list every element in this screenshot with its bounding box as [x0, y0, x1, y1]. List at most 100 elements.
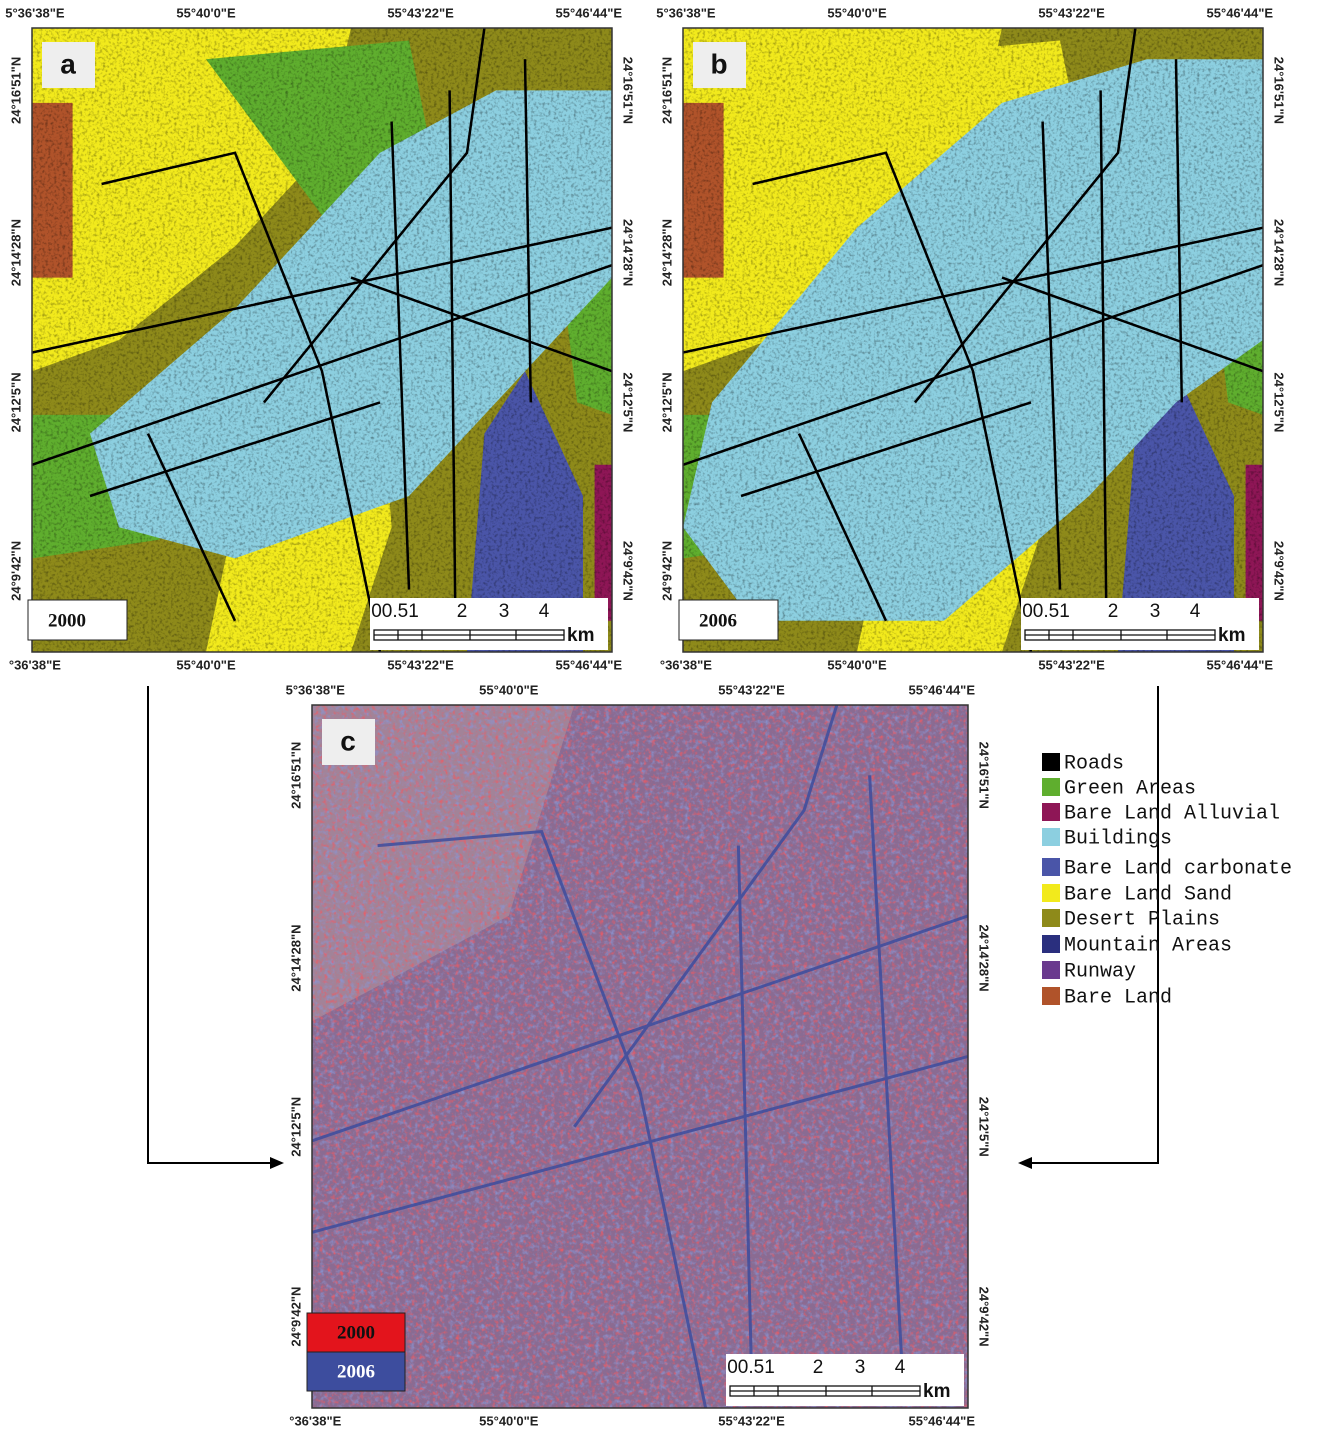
longitude-label: 55°40'0"E: [176, 5, 236, 20]
longitude-label: 5°36'38"E: [656, 5, 716, 20]
legend-swatch: [1042, 778, 1060, 796]
panel-letter: a: [60, 48, 76, 79]
scale-label: 3: [1150, 601, 1161, 622]
legend-swatch: [1042, 909, 1060, 927]
longitude-label: 55°40'0"E: [827, 5, 887, 20]
legend-swatch: [1042, 884, 1060, 902]
scale-label: 2: [813, 1357, 824, 1378]
legend-swatch: [1042, 753, 1060, 771]
latitude-label: 24°16'51"N: [1272, 57, 1287, 124]
longitude-label: 5°36'38"E: [286, 682, 346, 697]
legend-label: Desert Plains: [1064, 908, 1220, 931]
scale-label: 3: [499, 601, 510, 622]
longitude-label: 55°43'22"E: [387, 657, 454, 672]
latitude-label: 24°12'5"N: [288, 1097, 303, 1157]
legend-swatch: [1042, 858, 1060, 876]
latitude-label: 24°14'28"N: [288, 924, 303, 991]
latitude-label: 24°9'42"N: [659, 541, 674, 601]
scale-unit: km: [567, 625, 594, 646]
map-panel: 5°36'38"E 55°40'0"E 55°43'22"E 55°46'44"E °3…: [5, 5, 635, 672]
arrow-head: [1018, 1157, 1032, 1169]
figure: 5°36'38"E 55°40'0"E 55°43'22"E 55°46'44"E °3…: [0, 0, 1338, 1435]
longitude-label: 55°43'22"E: [1038, 5, 1105, 20]
latitude-label: 24°9'42"N: [288, 1287, 303, 1347]
longitude-label: 55°43'22"E: [718, 1413, 785, 1428]
legend-label: Bare Land Alluvial: [1064, 802, 1280, 825]
longitude-label: 55°46'44"E: [1207, 657, 1274, 672]
change-2000: [312, 705, 968, 1408]
latitude-label: 24°9'42"N: [1272, 541, 1287, 601]
longitude-label: 55°40'0"E: [827, 657, 887, 672]
latitude-label: 24°12'5"N: [1272, 372, 1287, 432]
overlay-label: 2006: [337, 1361, 375, 1382]
longitude-label: °36'38"E: [9, 657, 61, 672]
legend-label: Runway: [1064, 960, 1136, 983]
longitude-label: 55°40'0"E: [176, 657, 236, 672]
legend-swatch: [1042, 935, 1060, 953]
legend-label: Mountain Areas: [1064, 934, 1232, 957]
longitude-label: 5°36'38"E: [5, 5, 65, 20]
legend-label: Bare Land: [1064, 986, 1172, 1009]
year-label: 2000: [48, 610, 86, 631]
latitude-label: 24°14'28"N: [1272, 219, 1287, 286]
longitude-label: 55°40'0"E: [479, 682, 539, 697]
legend-swatch: [1042, 961, 1060, 979]
latitude-label: 24°12'5"N: [977, 1097, 992, 1157]
map-image: [32, 28, 612, 652]
longitude-label: 55°40'0"E: [479, 1413, 539, 1428]
scale-label: 2: [457, 601, 468, 622]
latitude-label: 24°16'51"N: [621, 57, 636, 124]
overlay-label: 2000: [337, 1322, 375, 1343]
legend-swatch: [1042, 803, 1060, 821]
latitude-label: 24°14'28"N: [977, 924, 992, 991]
latitude-label: 24°16'51"N: [977, 742, 992, 809]
latitude-label: 24°9'42"N: [8, 541, 23, 601]
latitude-label: 24°16'51"N: [8, 57, 23, 124]
legend-label: Bare Land carbonate: [1064, 857, 1292, 880]
longitude-label: °36'38"E: [660, 657, 712, 672]
legend-swatch: [1042, 987, 1060, 1005]
legend-label: Buildings: [1064, 827, 1172, 850]
legend-label: Green Areas: [1064, 777, 1196, 800]
legend-label: Roads: [1064, 752, 1124, 775]
latitude-label: 24°9'42"N: [977, 1287, 992, 1347]
scale-unit: km: [1218, 625, 1245, 646]
panel-letter: b: [710, 48, 727, 79]
longitude-label: 55°46'44"E: [1207, 5, 1274, 20]
legend-swatch: [1042, 828, 1060, 846]
longitude-label: 55°46'44"E: [556, 657, 623, 672]
scale-label: 00.51: [727, 1357, 775, 1378]
panel-letter: c: [340, 725, 356, 756]
map-image: [683, 28, 1263, 652]
latitude-label: 24°14'28"N: [621, 219, 636, 286]
scale-label: 3: [855, 1357, 866, 1378]
scale-label: 4: [1190, 601, 1201, 622]
latitude-label: 24°14'28"N: [659, 219, 674, 286]
longitude-label: 55°43'22"E: [387, 5, 454, 20]
scale-label: 2: [1108, 601, 1119, 622]
scale-label: 00.51: [371, 601, 419, 622]
longitude-label: 55°46'44"E: [556, 5, 623, 20]
arrow-head: [270, 1157, 284, 1169]
latitude-label: 24°9'42"N: [621, 541, 636, 601]
latitude-label: 24°16'51"N: [659, 57, 674, 124]
scale-label: 00.51: [1022, 601, 1070, 622]
year-label: 2006: [699, 610, 737, 631]
latitude-label: 24°12'5"N: [621, 372, 636, 432]
latitude-label: 24°14'28"N: [8, 219, 23, 286]
scale-label: 4: [895, 1357, 906, 1378]
longitude-label: 55°43'22"E: [718, 682, 785, 697]
map-image: [312, 705, 968, 1408]
map-panel: 5°36'38"E 55°40'0"E 55°43'22"E 55°46'44"E °3…: [656, 5, 1286, 672]
scale-label: 4: [539, 601, 550, 622]
longitude-label: 55°46'44"E: [909, 682, 976, 697]
longitude-label: 55°43'22"E: [1038, 657, 1105, 672]
legend-label: Bare Land Sand: [1064, 883, 1232, 906]
latitude-label: 24°12'5"N: [659, 372, 674, 432]
latitude-label: 24°16'51"N: [288, 742, 303, 809]
longitude-label: °36'38"E: [289, 1413, 341, 1428]
longitude-label: 55°46'44"E: [909, 1413, 976, 1428]
scale-unit: km: [923, 1381, 950, 1402]
latitude-label: 24°12'5"N: [8, 372, 23, 432]
page: { "panels": [ {"letter": "a", "year": "2…: [0, 0, 1338, 1435]
